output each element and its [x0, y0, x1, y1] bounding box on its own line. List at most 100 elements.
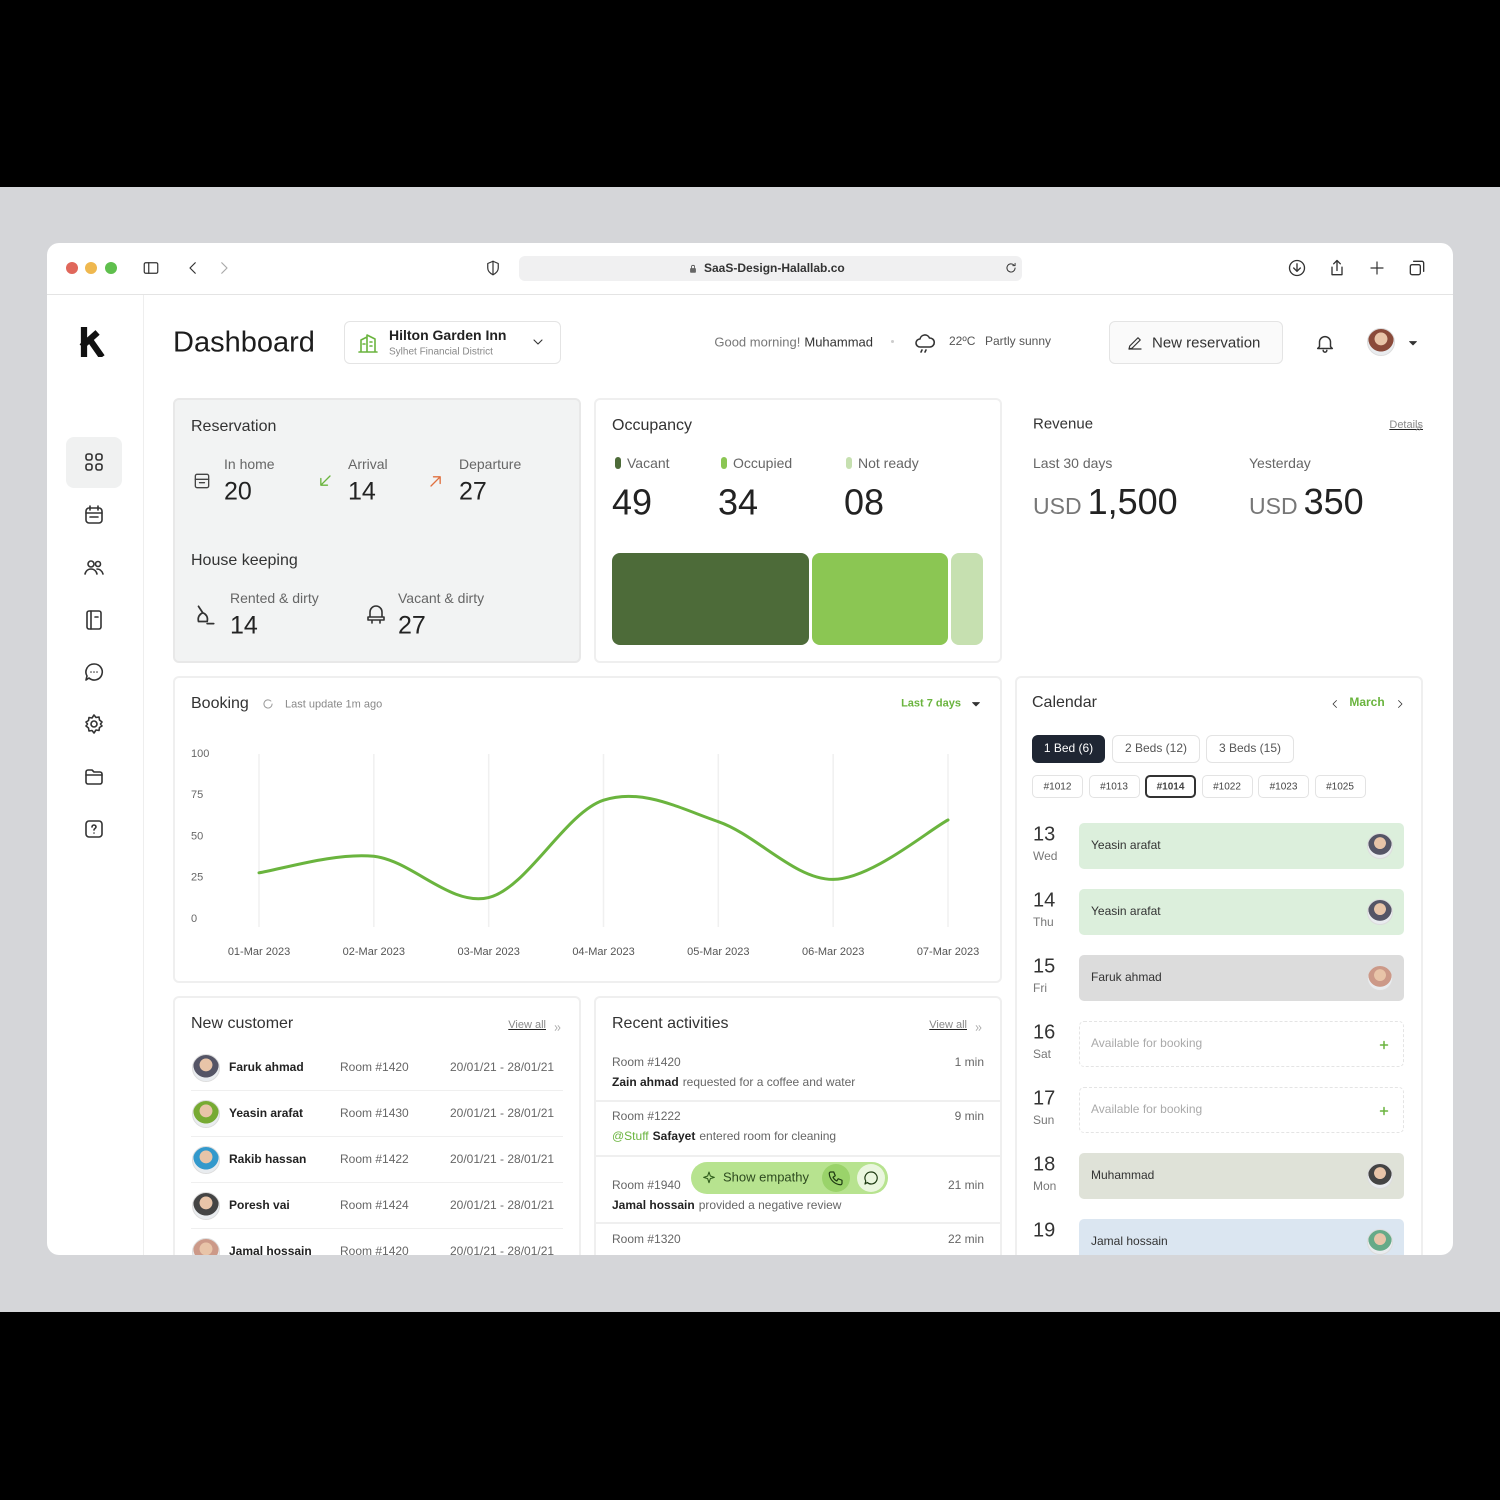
action-pill[interactable] — [691, 1162, 888, 1194]
phone-icon-part[interactable] — [827, 1169, 845, 1187]
phone-icon[interactable] — [827, 1169, 845, 1187]
download-icon[interactable] — [1287, 258, 1307, 278]
bell-icon[interactable] — [1314, 332, 1336, 354]
nav-dashboard[interactable] — [82, 450, 106, 474]
nav-guests-part[interactable] — [87, 560, 95, 568]
nav-settings-part[interactable] — [90, 720, 98, 728]
action-label[interactable]: Show empathy — [723, 1169, 809, 1185]
share-icon-part[interactable] — [1327, 258, 1347, 278]
user-menu-caret-part[interactable] — [1409, 341, 1417, 346]
room-chip[interactable] — [1088, 775, 1140, 798]
pencil-icon[interactable] — [1126, 334, 1144, 352]
download-icon-part[interactable] — [1288, 259, 1306, 277]
sidebar-toggle-part[interactable] — [143, 262, 159, 274]
view-all-arrow-part[interactable] — [553, 1023, 563, 1033]
user-menu-caret-part[interactable] — [1407, 337, 1419, 349]
guest-name[interactable]: Faruk ahmad — [1091, 970, 1162, 985]
range-caret[interactable] — [970, 697, 982, 709]
nav-files[interactable] — [82, 765, 106, 789]
room-chip[interactable] — [1032, 775, 1083, 798]
details-arrow-part[interactable] — [1415, 425, 1422, 431]
nav-dashboard-part[interactable] — [95, 463, 103, 471]
sidebar-toggle-part[interactable] — [140, 259, 162, 277]
available-slot[interactable] — [1079, 1087, 1404, 1133]
available-label[interactable]: Available for booking — [1091, 1102, 1203, 1117]
nav-help-part[interactable] — [91, 824, 97, 834]
guest-name[interactable]: Yeasin arafat — [1091, 838, 1161, 853]
chat-button[interactable] — [857, 1164, 885, 1192]
new-tab-icon-part[interactable] — [1368, 259, 1386, 277]
hotel-chevron[interactable] — [530, 334, 546, 350]
nav-calendar-part[interactable] — [85, 507, 103, 524]
view-all-arrow-part[interactable] — [974, 1023, 984, 1033]
nav-rooms-part[interactable] — [90, 610, 99, 630]
nav-help-part[interactable] — [85, 820, 103, 838]
guest-name[interactable]: Jamal hossain — [1091, 1234, 1168, 1249]
new-tab-icon[interactable] — [1368, 259, 1386, 277]
nav-guests[interactable] — [82, 555, 106, 579]
nav-guests-part[interactable] — [94, 560, 102, 568]
tabs-icon-part[interactable] — [1413, 260, 1425, 272]
view-all-arrow-part[interactable] — [975, 1025, 982, 1031]
booking-bar[interactable] — [1079, 823, 1404, 869]
share-icon[interactable] — [1327, 258, 1347, 278]
bell-icon-part[interactable] — [1322, 349, 1328, 353]
month-next-part[interactable] — [1394, 698, 1406, 710]
download-icon-part[interactable] — [1293, 263, 1301, 272]
nav-settings-part[interactable] — [82, 712, 106, 736]
forward-button-part[interactable] — [215, 259, 233, 277]
add-booking-icon[interactable] — [1378, 1104, 1390, 1116]
nav-guests-part[interactable] — [82, 555, 106, 579]
nav-settings[interactable] — [82, 712, 106, 736]
download-icon-part[interactable] — [1287, 258, 1307, 278]
hotel-chevron-part[interactable] — [533, 339, 543, 345]
pencil-icon-part[interactable] — [1128, 337, 1141, 350]
chat-icon-part[interactable] — [862, 1169, 880, 1187]
share-icon-part[interactable] — [1331, 266, 1343, 276]
add-booking-icon-part[interactable] — [1379, 1106, 1389, 1116]
nav-rooms[interactable] — [82, 608, 106, 632]
new-reservation-label[interactable]: New reservation — [1152, 334, 1261, 352]
nav-help[interactable] — [82, 817, 106, 841]
details-arrow-part[interactable] — [1414, 423, 1424, 433]
url-bar[interactable] — [519, 256, 1022, 281]
bell-icon-part[interactable] — [1314, 332, 1336, 354]
nav-dashboard-part[interactable] — [85, 463, 93, 471]
back-button-part[interactable] — [184, 259, 202, 277]
available-slot[interactable] — [1079, 1021, 1404, 1067]
nav-calendar[interactable] — [82, 503, 106, 527]
nav-dashboard-part[interactable] — [82, 450, 106, 474]
room-chip-label[interactable]: #1012 — [1043, 781, 1072, 793]
room-chip-label[interactable]: #1022 — [1213, 781, 1241, 793]
tabs-icon-part[interactable] — [1409, 264, 1421, 276]
view-all-arrow-part[interactable] — [554, 1025, 561, 1031]
nav-files-part[interactable] — [82, 765, 106, 789]
room-chip[interactable] — [1201, 775, 1253, 798]
nav-rooms-part[interactable] — [82, 608, 106, 632]
booking-bar[interactable] — [1079, 955, 1404, 1001]
pencil-icon-part[interactable] — [1126, 334, 1144, 352]
month-prev-part[interactable] — [1329, 698, 1341, 710]
new-tab-icon-part[interactable] — [1370, 261, 1384, 275]
nav-calendar-part[interactable] — [82, 503, 106, 527]
bed-filter[interactable] — [1112, 735, 1200, 763]
nav-settings-part[interactable] — [85, 714, 103, 734]
reload-icon-part[interactable] — [1004, 261, 1018, 275]
nav-calendar-part[interactable] — [85, 505, 103, 518]
reload-icon-part[interactable] — [1012, 262, 1016, 267]
sidebar-toggle[interactable] — [140, 259, 162, 277]
bed-filter-label[interactable]: 1 Bed (6) — [1043, 741, 1094, 756]
tabs-icon[interactable] — [1407, 258, 1427, 278]
hotel-chevron-part[interactable] — [530, 334, 546, 350]
share-icon-part[interactable] — [1333, 259, 1341, 272]
nav-messages[interactable] — [82, 660, 106, 684]
chat-icon-part[interactable] — [864, 1171, 878, 1185]
booking-bar[interactable] — [1079, 889, 1404, 935]
room-chip-label[interactable]: #1023 — [1269, 781, 1298, 793]
range-caret-part[interactable] — [972, 702, 980, 707]
phone-icon-part[interactable] — [828, 1171, 843, 1186]
add-booking-icon-part[interactable] — [1378, 1039, 1390, 1051]
room-chip-label[interactable]: #1014 — [1156, 781, 1185, 793]
range-selector[interactable]: Last 7 days — [901, 697, 961, 710]
details-arrow[interactable] — [1414, 420, 1424, 433]
